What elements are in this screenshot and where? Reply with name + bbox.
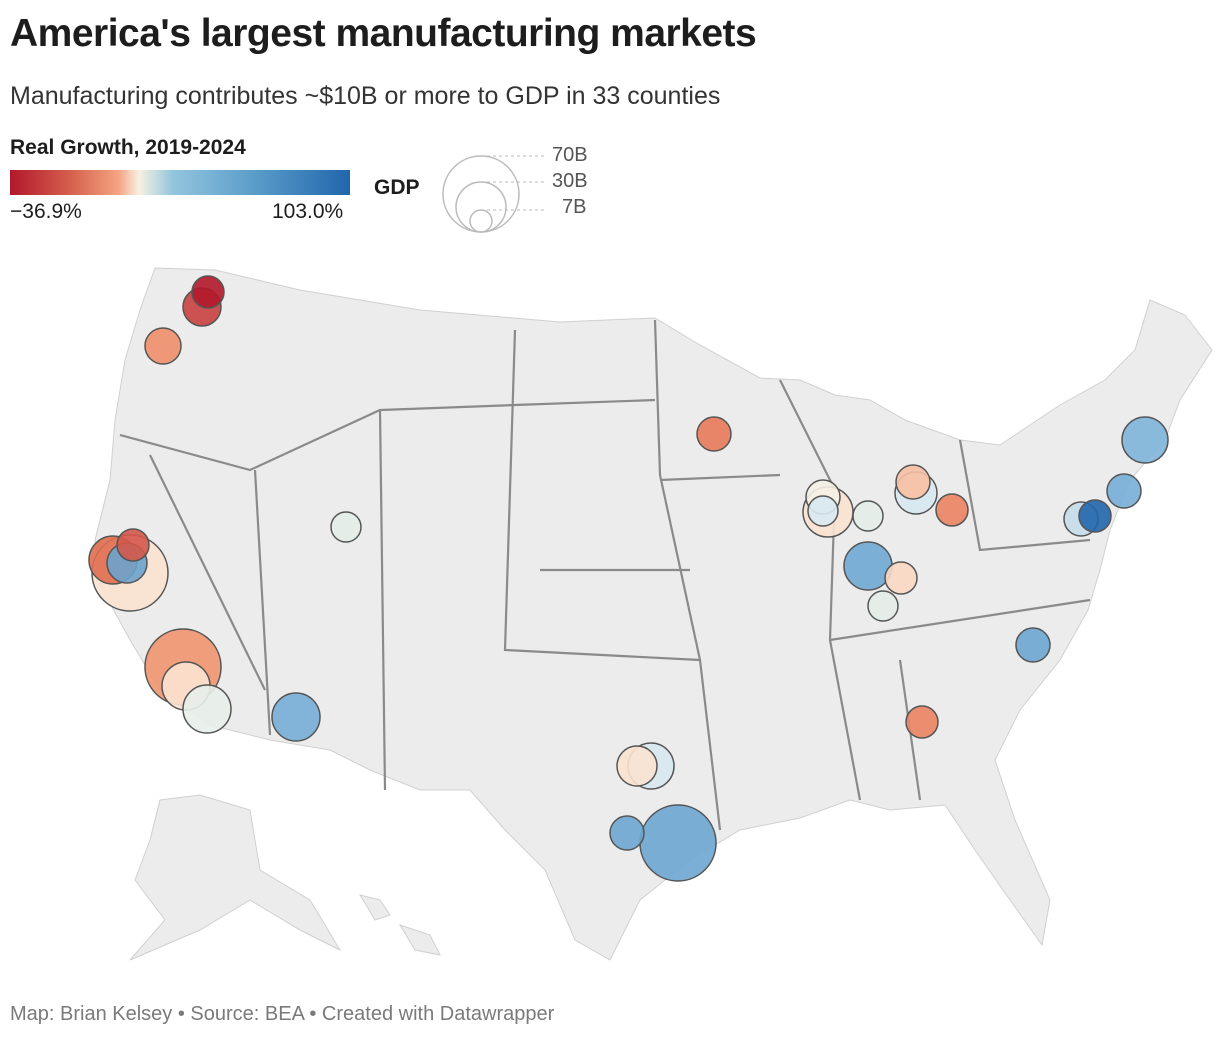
size-circle-30b	[455, 181, 507, 233]
size-label-30b: 30B	[552, 170, 588, 192]
state-borders	[119, 319, 1091, 831]
county-marker[interactable]	[1121, 416, 1169, 464]
map-land	[94, 267, 1213, 961]
county-marker[interactable]	[935, 493, 969, 527]
us-map	[88, 267, 1213, 961]
alaska	[129, 794, 342, 961]
county-marker[interactable]	[1015, 627, 1051, 663]
chart-title: America's largest manufacturing markets	[10, 12, 757, 55]
county-marker[interactable]	[843, 541, 893, 591]
county-marker[interactable]	[609, 815, 645, 851]
color-legend-max: 103.0%	[272, 200, 344, 223]
color-legend-min: −36.9%	[10, 200, 82, 223]
size-label-70b: 70B	[552, 144, 588, 166]
size-legend: 70B 30B 7B	[440, 144, 600, 245]
county-marker[interactable]	[852, 500, 884, 532]
county-marker[interactable]	[696, 416, 732, 452]
color-legend-gradient	[10, 170, 350, 195]
hawaii	[358, 894, 441, 956]
county-marker[interactable]	[867, 590, 899, 622]
county-marker[interactable]	[116, 528, 150, 562]
chart-subtitle: Manufacturing contributes ~$10B or more …	[10, 82, 721, 110]
county-marker[interactable]	[1078, 499, 1112, 533]
county-marker[interactable]	[191, 275, 225, 309]
size-circle-70b	[442, 155, 520, 233]
county-marker[interactable]	[807, 495, 839, 527]
size-legend-title: GDP	[374, 176, 420, 199]
county-marker[interactable]	[895, 464, 931, 500]
county-marker[interactable]	[144, 327, 182, 365]
county-marker[interactable]	[1106, 473, 1142, 509]
gdp-markers	[88, 275, 1169, 882]
county-marker[interactable]	[330, 511, 362, 543]
county-marker[interactable]	[639, 804, 717, 882]
footer-credits: Map: Brian Kelsey • Source: BEA • Create…	[10, 1003, 555, 1025]
county-marker[interactable]	[905, 705, 939, 739]
color-legend-title: Real Growth, 2019-2024	[10, 136, 246, 159]
size-legend-circles	[442, 155, 545, 233]
contiguous-us	[94, 267, 1213, 961]
county-marker[interactable]	[271, 692, 321, 742]
size-label-7b: 7B	[562, 196, 587, 218]
size-circle-7b	[469, 209, 493, 233]
county-marker[interactable]	[616, 745, 658, 787]
county-marker[interactable]	[182, 684, 232, 734]
county-marker[interactable]	[884, 561, 918, 595]
